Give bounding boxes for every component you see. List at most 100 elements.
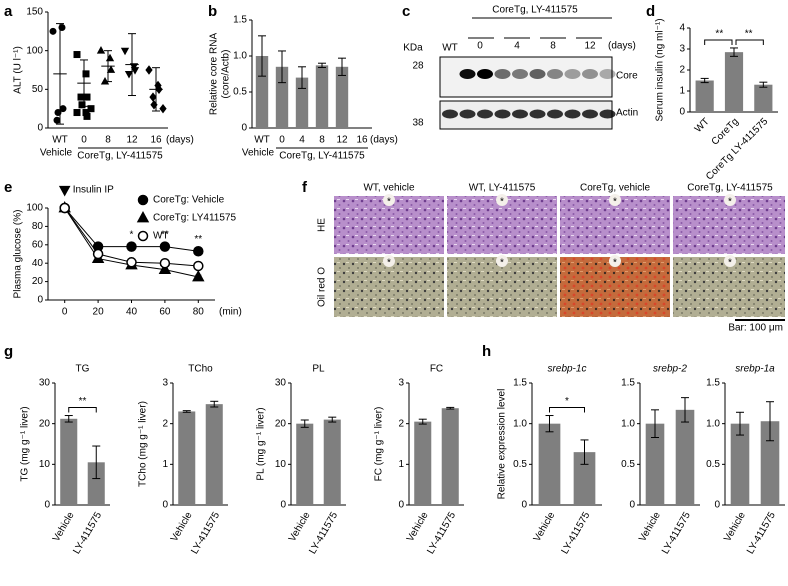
- point: [73, 51, 81, 59]
- y-axis-label: PL (mg g⁻¹ liver): [256, 407, 267, 480]
- y-axis-label: FC (mg g⁻¹ liver): [374, 407, 385, 482]
- significance: *: [565, 396, 569, 407]
- vessel: [609, 255, 621, 267]
- legend-marker: [137, 230, 149, 242]
- bar: [675, 409, 695, 505]
- point: [92, 248, 104, 260]
- lane-label: WT: [442, 43, 458, 54]
- asterisk: *: [728, 258, 732, 269]
- point: [149, 92, 157, 102]
- point: [106, 65, 116, 73]
- y-tick-label: 3: [398, 378, 404, 389]
- x-tick-label: Vehicle: [287, 510, 313, 544]
- panel-letter: h: [482, 343, 491, 360]
- point: [49, 27, 57, 35]
- y-tick-label: 150: [26, 7, 43, 18]
- core-band: [564, 69, 581, 79]
- y-axis-label: (core/Actb): [221, 50, 232, 99]
- x-tick-label: Vehicle: [637, 510, 663, 544]
- core-band: [494, 69, 511, 79]
- bar: [315, 65, 329, 128]
- y-tick-label: 50: [32, 84, 44, 95]
- core-band: [582, 69, 598, 79]
- point: [159, 257, 171, 269]
- core-band: [529, 69, 546, 79]
- kda-marker: 38: [412, 118, 424, 129]
- band-label: Core: [616, 71, 638, 82]
- bar: [441, 408, 459, 505]
- kda-marker: 28: [412, 61, 424, 72]
- chart-title: TG: [76, 364, 90, 375]
- bar: [296, 423, 314, 505]
- bar: [645, 423, 665, 505]
- significance: **: [194, 234, 202, 245]
- scale-label: Bar: 100 μm: [728, 323, 783, 334]
- y-tick-label: 2: [398, 418, 404, 429]
- point: [124, 70, 134, 79]
- point: [126, 257, 137, 268]
- point: [100, 76, 110, 85]
- y-tick-label: 2: [679, 65, 685, 76]
- point: [159, 103, 167, 114]
- y-tick-label: 3: [679, 44, 685, 55]
- y-tick-label: 10: [275, 459, 287, 470]
- y-axis-label: TG (mg g⁻¹ liver): [20, 406, 31, 481]
- column-title: CoreTg, vehicle: [580, 183, 650, 194]
- x-tick-label: LY-411575: [560, 510, 593, 556]
- y-tick-label: 1.0: [233, 51, 247, 62]
- y-tick-label: 0: [241, 123, 247, 134]
- actin-band: [512, 109, 528, 119]
- legend-label: WT: [153, 231, 169, 242]
- asterisk: *: [728, 197, 732, 208]
- asterisk: *: [613, 258, 617, 269]
- days-label: (days): [608, 41, 636, 52]
- actin-band: [582, 109, 598, 119]
- bar: [60, 418, 78, 505]
- point: [159, 241, 171, 252]
- bar: [754, 84, 773, 112]
- significance: **: [745, 29, 753, 40]
- core-band: [477, 69, 493, 79]
- actin-band: [564, 109, 581, 119]
- panel-letter: d: [646, 3, 655, 20]
- y-tick-label: 60: [32, 239, 44, 250]
- actin-band: [442, 109, 458, 119]
- y-tick-label: 80: [32, 221, 44, 232]
- x-tick-label: 60: [159, 307, 171, 318]
- vessel: [724, 255, 736, 267]
- y-tick-label: 100: [26, 203, 43, 214]
- column-title: CoreTg, LY-411575: [687, 183, 773, 194]
- bar: [295, 77, 309, 128]
- point: [83, 93, 91, 101]
- y-tick-label: 1.0: [621, 418, 635, 429]
- y-tick-label: 0: [37, 295, 43, 306]
- y-axis-label: Relative core RNA: [209, 33, 220, 116]
- y-tick-label: 1.0: [706, 418, 720, 429]
- chart-title: PL: [312, 364, 325, 375]
- y-tick-label: 0: [280, 500, 286, 511]
- y-axis-label: TCho (mg g⁻¹ liver): [138, 401, 149, 487]
- panel-letter: e: [4, 179, 12, 196]
- point: [53, 116, 61, 124]
- significance-bracket: [735, 39, 764, 45]
- point: [59, 202, 70, 214]
- x-tick-label: 0: [62, 307, 68, 318]
- lane-label: 4: [514, 41, 520, 52]
- y-tick-label: 1.0: [513, 418, 527, 429]
- y-tick-label: 30: [39, 378, 51, 389]
- vessel: [724, 194, 736, 206]
- y-tick-label: 30: [275, 378, 287, 389]
- blot-group-label: CoreTg, LY-411575: [492, 5, 578, 16]
- bar: [730, 423, 750, 505]
- chart-title: srebp-2: [653, 364, 687, 375]
- bar: [695, 80, 714, 112]
- asterisk: *: [500, 197, 504, 208]
- legend-marker: [136, 211, 150, 223]
- point: [82, 70, 90, 78]
- x-tick-label: 12: [336, 135, 348, 146]
- y-tick-label: 0.5: [233, 87, 247, 98]
- lane-label: 12: [584, 41, 596, 52]
- group-label: CoreTg, LY-411575: [279, 151, 365, 162]
- band-label: Actin: [616, 108, 638, 119]
